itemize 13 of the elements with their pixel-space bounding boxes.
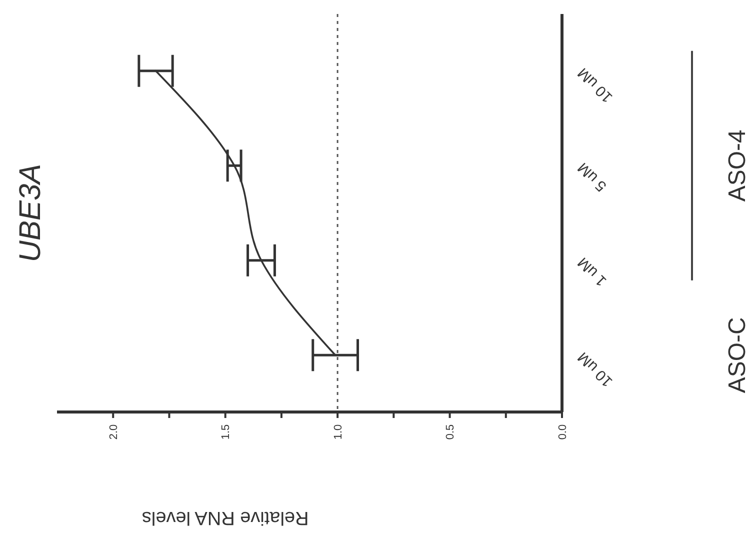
x-tick-label: 0.0 [556,424,569,440]
x-tick-label: 1.0 [332,424,344,440]
text: ASO-C [724,317,751,394]
x-tick-label: 1.5 [220,424,232,440]
x-tick-label: 2.0 [108,424,120,440]
y-tick-label: 5 uM [574,159,610,195]
text: UBE3A [14,164,47,262]
x-axis-title: Relative RNA levels [142,507,309,528]
y-tick-label: 10 uM [574,64,616,106]
text: ASO-4 [724,130,751,202]
x-tick-label: 0.5 [444,424,457,440]
y-tick-label: 10 uM [574,348,616,390]
y-tick-label: 1 uM [574,254,610,290]
